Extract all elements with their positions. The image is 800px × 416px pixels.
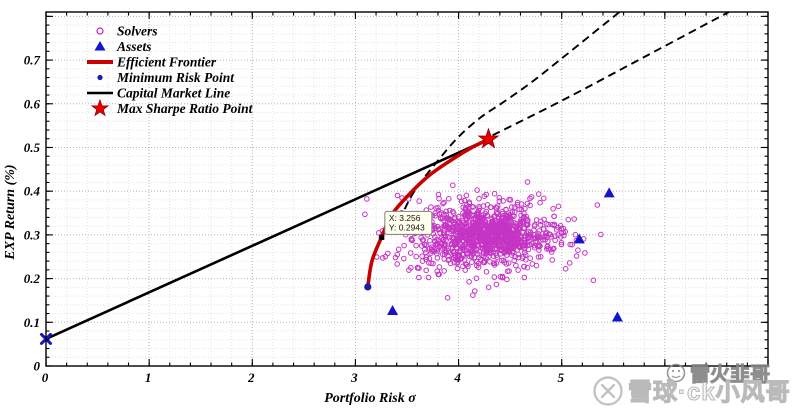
legend-dot-icon bbox=[97, 74, 103, 81]
y-axis-title: EXP Return (%) bbox=[3, 164, 18, 260]
datatip-box bbox=[384, 210, 433, 235]
datatip-y-value: Y: 0.2943 bbox=[389, 222, 425, 232]
x-tick-label: 1 bbox=[145, 370, 152, 385]
y-tick-label: 0 bbox=[34, 359, 41, 374]
legend-item-max-sharpe-ratio-point[interactable]: Max Sharpe Ratio Point bbox=[90, 98, 254, 117]
legend-open-circle-icon bbox=[96, 27, 104, 35]
asset-triangle-marker bbox=[573, 233, 585, 244]
tick-marks bbox=[45, 12, 769, 367]
y-tick-label: 0.7 bbox=[24, 53, 41, 68]
face-logo-icon bbox=[666, 363, 686, 383]
snowball-logo-icon bbox=[593, 376, 623, 406]
y-tick-label: 0.5 bbox=[24, 140, 41, 155]
legend-item-label: Capital Market Line bbox=[117, 86, 230, 101]
asset-triangle-marker bbox=[387, 304, 399, 315]
datatip-marker bbox=[379, 234, 385, 240]
efficient-frontier-line[interactable] bbox=[366, 137, 491, 289]
legend-item-capital-market-line[interactable]: Capital Market Line bbox=[87, 86, 230, 101]
legend-item-label: Minimum Risk Point bbox=[116, 70, 235, 85]
asset-triangle-marker bbox=[603, 187, 615, 198]
watermark-secondary-text: 雷火韭哥 bbox=[690, 363, 770, 386]
y-tick-label: 0.3 bbox=[24, 227, 41, 242]
assets-markers[interactable] bbox=[387, 187, 623, 322]
legend-triangle-icon bbox=[94, 41, 106, 51]
legend-item-label: Assets bbox=[116, 39, 152, 54]
watermark-primary-text: 雪球·ck小风哥 bbox=[628, 379, 791, 406]
x-tick-label: 0 bbox=[42, 370, 49, 385]
frontier-extension-dashed-line bbox=[392, 11, 621, 234]
y-tick-label: 0.2 bbox=[24, 271, 41, 286]
asset-triangle-marker bbox=[611, 311, 623, 322]
cml-extension-dashed-line bbox=[492, 11, 730, 137]
x-tick-label: 5 bbox=[557, 370, 564, 385]
max-sharpe-star-marker[interactable] bbox=[477, 127, 500, 149]
major-grid bbox=[46, 12, 768, 366]
x-tick-labels: 0 1 2 3 4 5 bbox=[42, 370, 565, 385]
capital-market-line bbox=[45, 137, 490, 341]
watermark-secondary: 雷火韭哥 bbox=[666, 363, 771, 387]
legend-item-solvers[interactable]: Solvers bbox=[96, 24, 158, 39]
legend-item-label: Efficient Frontier bbox=[116, 55, 217, 70]
legend-star-icon bbox=[90, 98, 110, 117]
y-tick-label: 0.1 bbox=[24, 315, 40, 330]
y-tick-label: 0.4 bbox=[24, 184, 41, 199]
legend-item-minimum-risk-point[interactable]: Minimum Risk Point bbox=[97, 70, 235, 85]
x-axis-title: Portfolio Risk σ bbox=[324, 391, 416, 406]
plot-area[interactable] bbox=[46, 12, 768, 366]
y-tick-label: 0.6 bbox=[24, 96, 41, 111]
legend-item-efficient-frontier[interactable]: Efficient Frontier bbox=[87, 55, 217, 70]
legend-item-label: Solvers bbox=[117, 24, 158, 39]
datatip-x-value: X: 3.256 bbox=[389, 213, 421, 223]
x-tick-label: 4 bbox=[453, 370, 461, 385]
legend-item-assets[interactable]: Assets bbox=[94, 39, 152, 54]
minimum-risk-marker[interactable] bbox=[364, 283, 372, 291]
x-tick-label: 3 bbox=[350, 370, 358, 385]
y-tick-labels: 0 0.1 0.2 0.3 0.4 0.5 0.6 0.7 bbox=[24, 53, 41, 374]
x-tick-label: 2 bbox=[247, 370, 255, 385]
legend-item-label: Max Sharpe Ratio Point bbox=[116, 101, 254, 116]
axes-box bbox=[45, 11, 769, 367]
watermark-primary: 雪球·ck小风哥 bbox=[593, 376, 791, 407]
